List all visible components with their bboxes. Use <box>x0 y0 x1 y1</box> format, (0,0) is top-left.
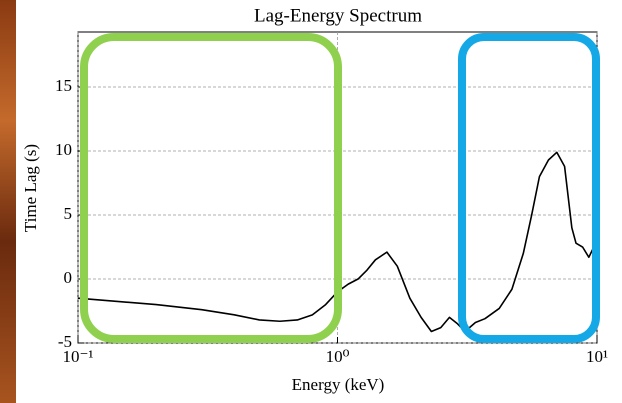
background-strip <box>0 0 16 403</box>
chart-title: Lag-Energy Spectrum <box>254 5 422 26</box>
data-line <box>77 151 598 333</box>
y-tick-label: 15 <box>55 76 72 95</box>
plot-area: -5 0 5 10 15 10⁻¹ 10⁰ 10¹ <box>55 32 608 366</box>
y-tick-label: 0 <box>64 268 73 287</box>
x-axis-label: Energy (keV) <box>292 375 385 394</box>
y-tick-label: 10 <box>55 140 72 159</box>
y-axis-label: Time Lag (s) <box>21 144 40 232</box>
x-tick-label: 10⁻¹ <box>62 347 93 366</box>
blue-highlight-box <box>458 33 600 343</box>
y-tick-label: 5 <box>64 204 73 223</box>
green-highlight-box <box>80 33 342 343</box>
y-tick-label: -5 <box>58 332 72 351</box>
x-tick-label: 10⁰ <box>326 347 350 366</box>
x-tick-label: 10¹ <box>586 347 608 366</box>
